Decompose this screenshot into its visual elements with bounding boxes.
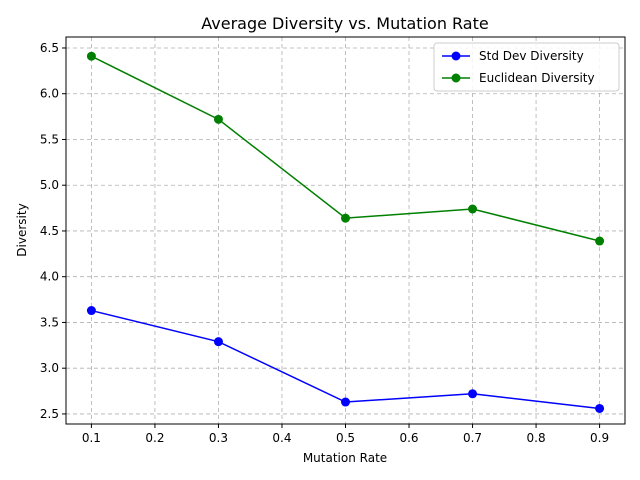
data-point (86, 51, 96, 61)
grid-lines (66, 37, 625, 424)
chart-title: Average Diversity vs. Mutation Rate (201, 14, 488, 33)
data-point (595, 403, 605, 413)
x-tick-label: 0.3 (209, 431, 228, 445)
y-tick-label: 5.5 (40, 132, 59, 146)
legend-marker (451, 73, 461, 83)
x-tick-label: 0.6 (399, 431, 418, 445)
data-point (468, 204, 478, 214)
y-tick-label: 3.5 (40, 315, 59, 329)
y-tick-label: 4.5 (40, 224, 59, 238)
x-tick-label: 0.1 (82, 431, 101, 445)
legend-item: Std Dev Diversity (442, 49, 584, 63)
legend-box (433, 42, 620, 92)
x-tick-label: 0.8 (527, 431, 546, 445)
data-point (468, 389, 478, 399)
x-tick-label: 0.2 (145, 431, 164, 445)
x-axis-label: Mutation Rate (303, 451, 387, 465)
x-axis: 0.1 0.2 0.3 0.4 0.5 0.6 0.7 0.8 0.9 (82, 424, 609, 445)
y-tick-label: 3.0 (40, 361, 59, 375)
data-point (341, 397, 350, 407)
y-axis-label: Diversity (15, 203, 29, 256)
data-point (341, 213, 350, 223)
data-point (595, 236, 605, 246)
legend-item: Euclidean Diversity (442, 71, 595, 85)
y-tick-label: 4.0 (40, 270, 59, 284)
legend-label: Std Dev Diversity (479, 49, 584, 63)
data-point (213, 337, 223, 347)
legend-marker (451, 51, 461, 61)
series-1 (86, 306, 605, 413)
x-tick-label: 0.4 (272, 431, 291, 445)
y-tick-label: 6.0 (40, 87, 59, 101)
y-tick-label: 5.0 (40, 178, 59, 192)
x-tick-label: 0.7 (463, 431, 482, 445)
series-layer (86, 51, 605, 413)
legend: Std Dev Diversity Euclidean Diversity (433, 42, 620, 92)
data-point (213, 114, 223, 124)
y-axis: 2.5 3.0 3.5 4.0 4.5 5.0 5.5 6.0 6.5 (40, 41, 66, 421)
x-tick-label: 0.9 (590, 431, 609, 445)
y-tick-label: 6.5 (40, 41, 59, 55)
data-point (86, 306, 96, 316)
series-2 (86, 51, 605, 246)
legend-label: Euclidean Diversity (479, 71, 595, 85)
y-tick-label: 2.5 (40, 407, 59, 421)
x-tick-label: 0.5 (336, 431, 355, 445)
